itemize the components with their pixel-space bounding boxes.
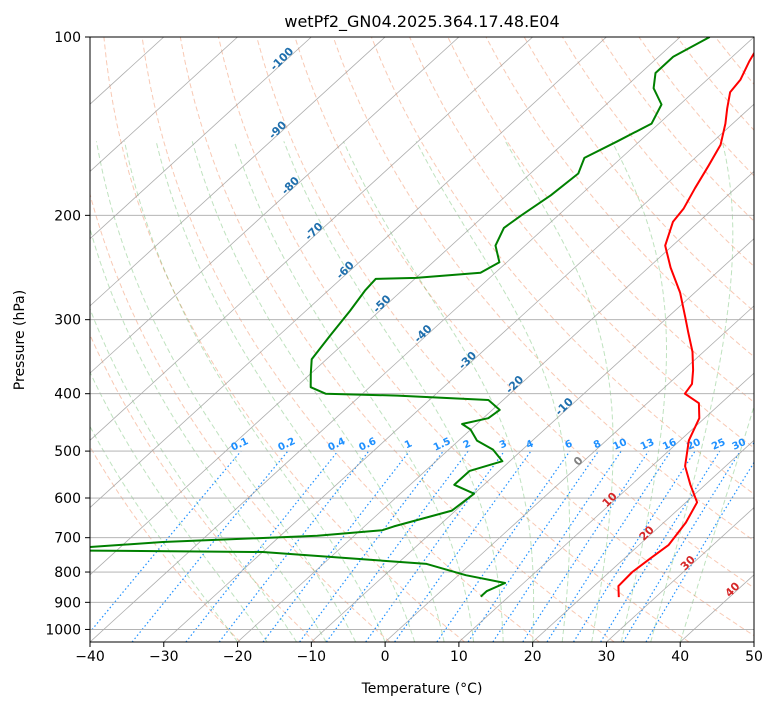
x-tick-label: −30 [149, 649, 179, 665]
x-tick-label: −10 [297, 649, 327, 665]
y-tick-label: 100 [54, 30, 81, 46]
y-tick-label: 1000 [45, 622, 81, 638]
x-axis-label: Temperature (°C) [361, 681, 483, 697]
x-tick-label: 50 [745, 649, 763, 665]
y-tick-label: 900 [54, 595, 81, 611]
y-tick-label: 800 [54, 565, 81, 581]
y-tick-label: 400 [54, 387, 81, 403]
y-tick-label: 700 [54, 531, 81, 547]
y-tick-label: 500 [54, 444, 81, 460]
y-tick-label: 200 [54, 208, 81, 224]
x-tick-label: 20 [524, 649, 542, 665]
y-tick-label: 300 [54, 313, 81, 329]
y-tick-label: 600 [54, 491, 81, 507]
x-tick-label: 30 [598, 649, 616, 665]
chart-title: wetPf2_GN04.2025.364.17.48.E04 [284, 12, 559, 32]
y-axis-label: Pressure (hPa) [12, 290, 28, 390]
x-tick-label: 10 [450, 649, 468, 665]
x-tick-label: −20 [223, 649, 253, 665]
x-tick-label: 0 [381, 649, 390, 665]
x-tick-label: −40 [75, 649, 105, 665]
x-tick-label: 40 [671, 649, 689, 665]
